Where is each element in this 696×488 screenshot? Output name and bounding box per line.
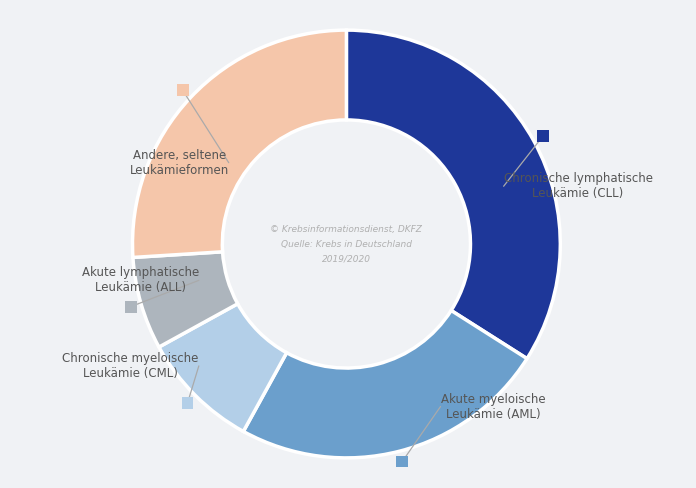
Text: Akute myeloische
Leukämie (AML): Akute myeloische Leukämie (AML) [441,392,545,421]
FancyBboxPatch shape [537,130,549,142]
Text: Chronische myeloische
Leukämie (CML): Chronische myeloische Leukämie (CML) [63,352,199,380]
FancyBboxPatch shape [182,397,193,408]
FancyBboxPatch shape [125,301,136,312]
Wedge shape [347,30,560,359]
Text: Quelle: Krebs in Deutschland: Quelle: Krebs in Deutschland [281,240,412,248]
Text: Akute lymphatische
Leukämie (ALL): Akute lymphatische Leukämie (ALL) [81,266,199,294]
Wedge shape [244,310,527,458]
Text: © Krebsinformationsdienst, DKFZ: © Krebsinformationsdienst, DKFZ [271,224,422,234]
Wedge shape [133,252,238,347]
FancyBboxPatch shape [177,84,189,96]
FancyBboxPatch shape [397,456,408,468]
Text: Andere, seltene
Leukämieformen: Andere, seltene Leukämieformen [129,149,229,177]
Text: Chronische lymphatische
Leukämie (CLL): Chronische lymphatische Leukämie (CLL) [504,172,653,200]
Text: 2019/2020: 2019/2020 [322,254,371,264]
Wedge shape [159,304,287,431]
Wedge shape [132,30,347,258]
